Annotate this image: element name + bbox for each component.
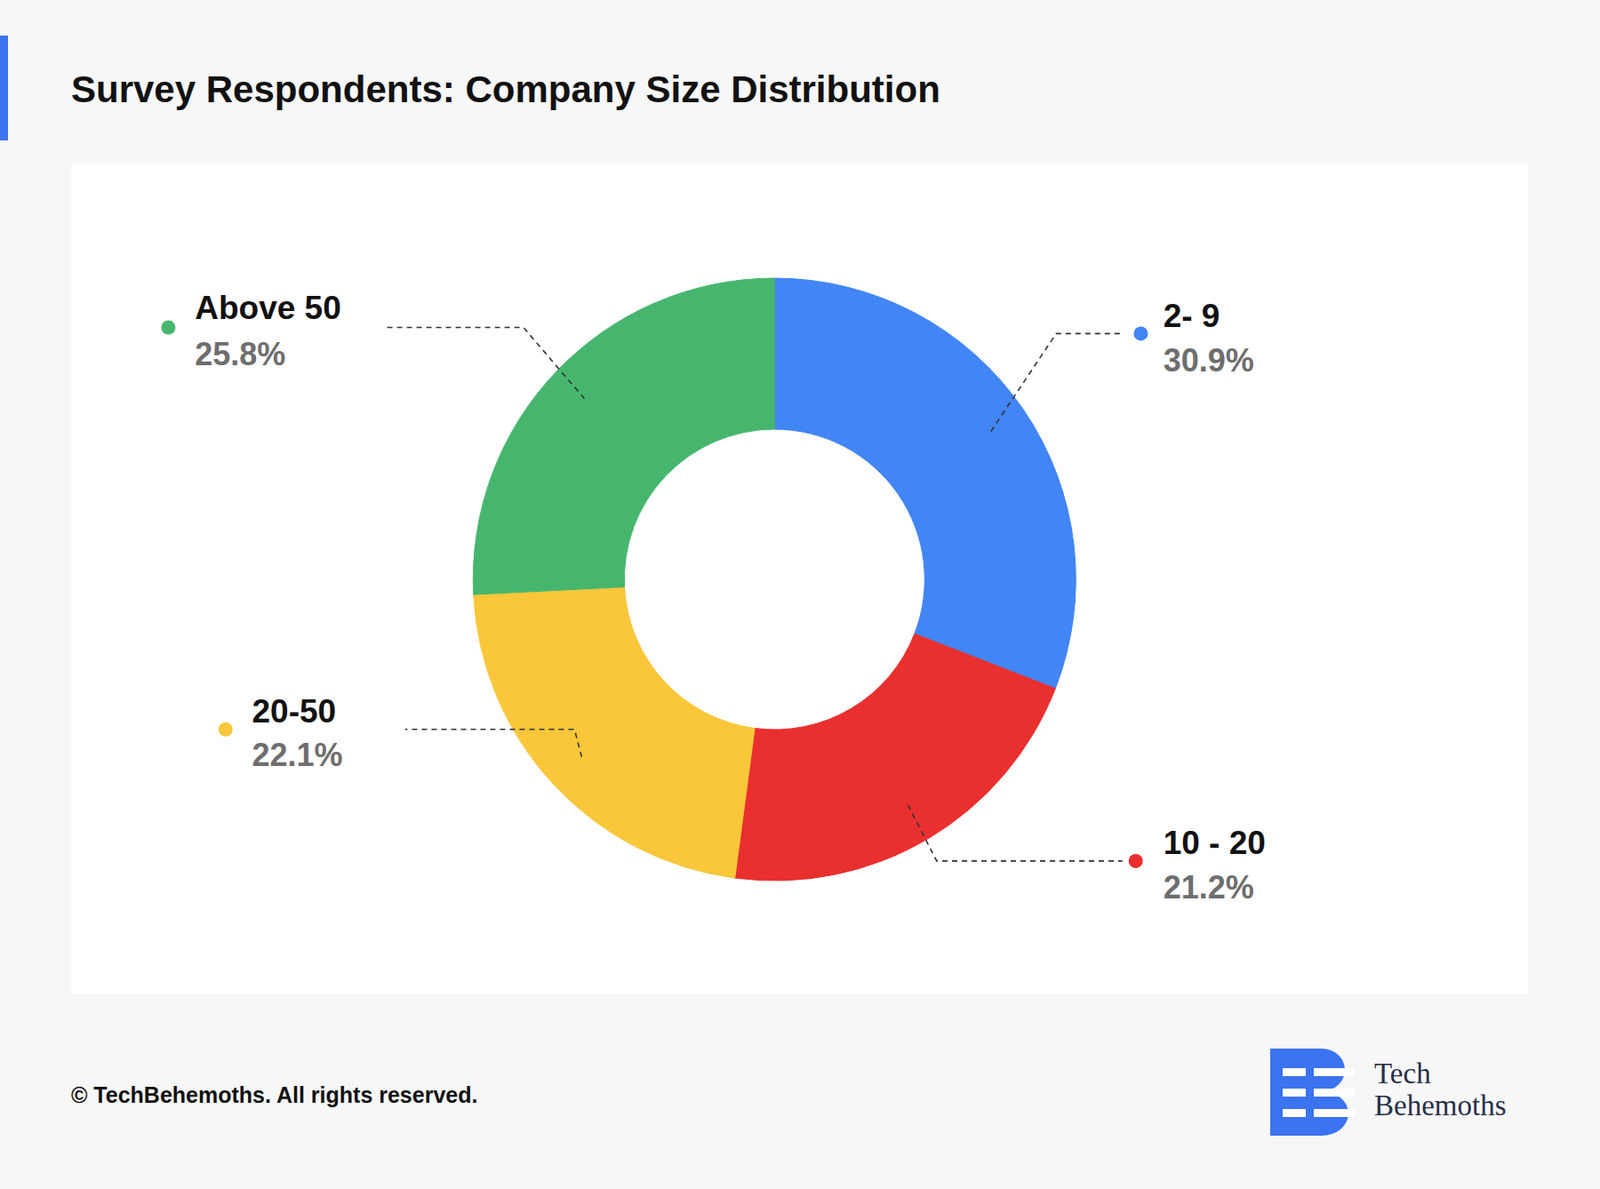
svg-text:20-50: 20-50 <box>252 693 337 730</box>
html-text:Survey Respondents: Company Si: Survey Respondents: Company Size Distrib… <box>71 68 941 111</box>
svg-text:Above 50: Above 50 <box>194 289 342 327</box>
svg-text:2- 9: 2- 9 <box>1163 297 1221 335</box>
svg-text:21.2%: 21.2% <box>1163 869 1255 906</box>
html-text:Behemoths: Behemoths <box>1374 1089 1507 1122</box>
svg-text:25.8%: 25.8% <box>194 336 286 373</box>
svg-text:22.1%: 22.1% <box>252 736 344 774</box>
svg-text:10 - 20: 10 - 20 <box>1163 824 1266 862</box>
svg-text:30.9%: 30.9% <box>1163 342 1255 379</box>
html-text:© TechBehemoths. All rights re: © TechBehemoths. All rights reserved. <box>71 1082 478 1108</box>
html-text:Tech: Tech <box>1374 1057 1431 1090</box>
